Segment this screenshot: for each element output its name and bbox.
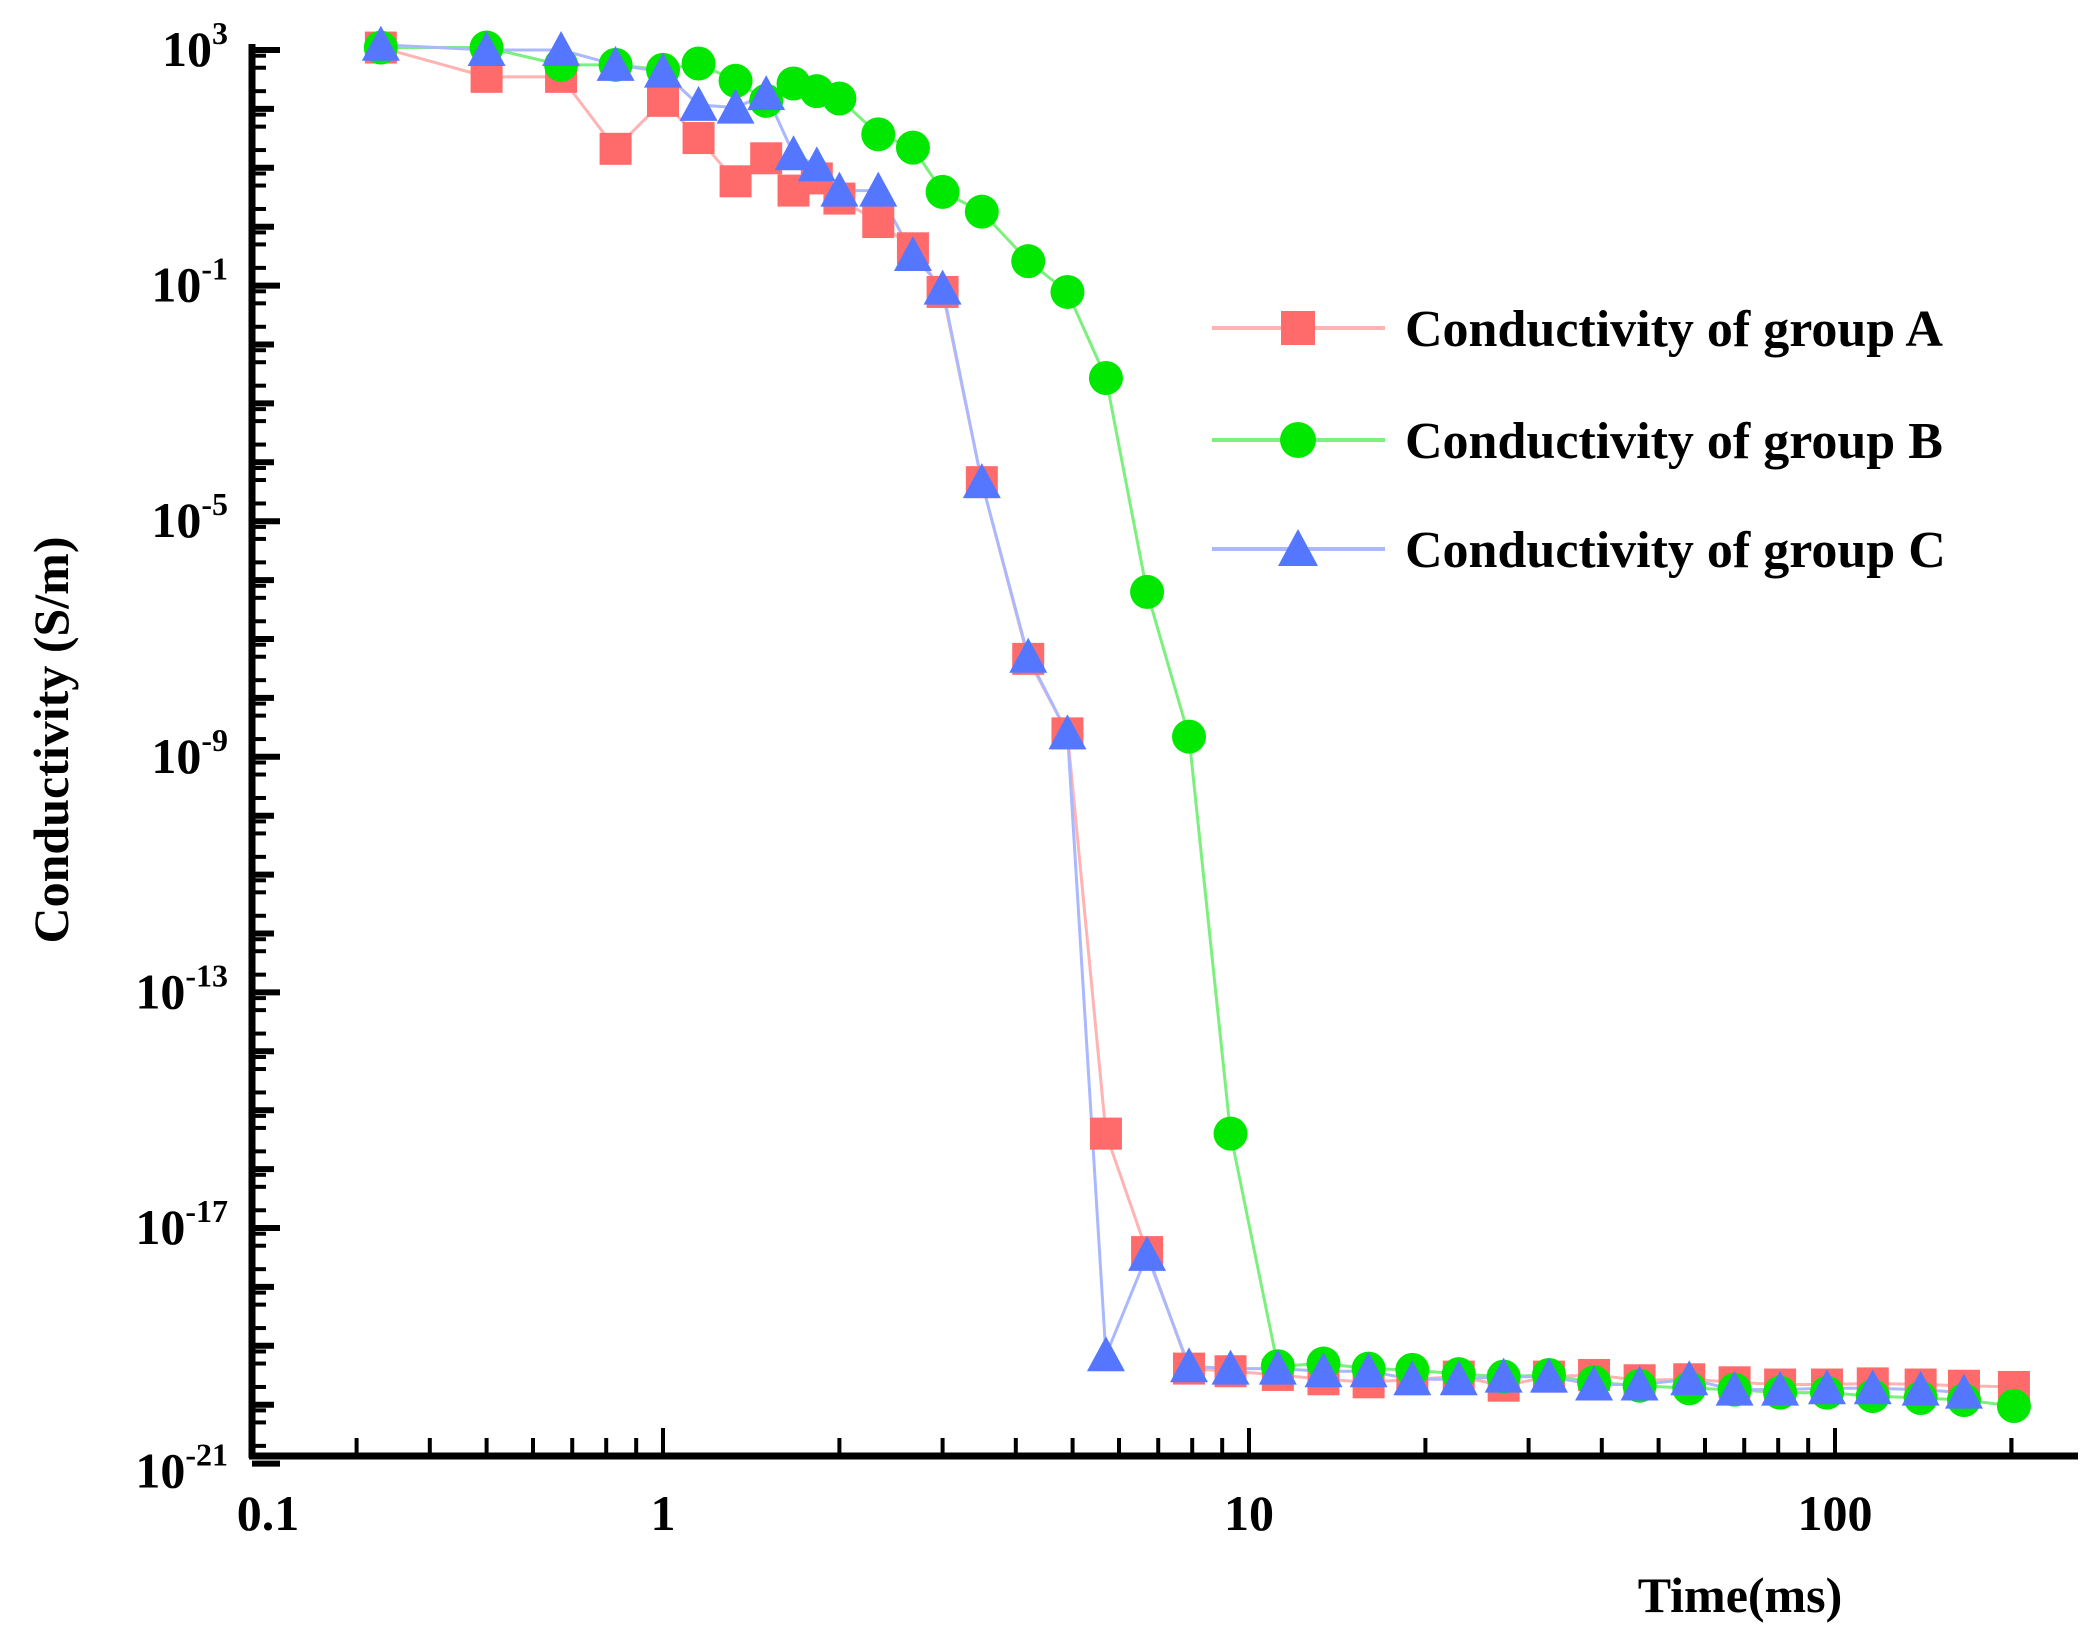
data-point-triangle [1484, 1357, 1523, 1393]
legend-item-b: Conductivity of group B [1212, 413, 1943, 470]
data-point-triangle [1807, 1369, 1846, 1405]
data-point-square [647, 84, 679, 117]
data-point-circle [1280, 422, 1316, 458]
series-line [380, 43, 1965, 1395]
data-point-triangle [1761, 1370, 1800, 1406]
data-point-triangle [1086, 1336, 1125, 1372]
data-point-triangle [797, 146, 836, 182]
data-point-circle [964, 194, 999, 229]
data-point-triangle [1258, 1349, 1297, 1385]
legend-label: Conductivity of group C [1405, 522, 1946, 579]
data-point-triangle [1393, 1360, 1432, 1396]
data-point-circle [1213, 1116, 1248, 1151]
data-point-triangle [467, 31, 506, 66]
data-point-circle [925, 174, 960, 209]
data-point-circle [1011, 244, 1046, 279]
x-axis-title: Time(ms) [1638, 1567, 1843, 1623]
y-tick-label: 10-21 [135, 1437, 228, 1499]
x-tick-label: 10 [1224, 1485, 1274, 1541]
data-point-circle [1172, 719, 1207, 754]
data-point-triangle [542, 31, 581, 66]
data-point-triangle [1575, 1365, 1614, 1401]
series-markers-b [363, 30, 2031, 1424]
data-point-triangle [1211, 1349, 1250, 1385]
series-markers-a [364, 31, 2030, 1403]
series-c [380, 43, 1965, 1395]
y-tick-label: 103 [162, 15, 228, 77]
ticks: 103 10-1 10-5 10-9 10-13 10-17 10-210.1 1 10 100 [135, 15, 2014, 1541]
y-tick-label: 10-1 [151, 251, 228, 313]
data-point-circle [822, 81, 857, 116]
data-point-square [719, 165, 752, 198]
axes [248, 44, 2078, 1460]
legend-item-c: Conductivity of group C [1212, 522, 1946, 579]
data-point-circle [1996, 1389, 2031, 1424]
data-point-triangle [1670, 1360, 1709, 1396]
data-point-circle [1130, 574, 1165, 609]
data-point-triangle [820, 171, 859, 207]
x-tick-label: 1 [651, 1485, 676, 1541]
series-a [380, 46, 2014, 1389]
data-point-square [862, 206, 895, 239]
series-layer [361, 25, 2031, 1424]
data-point-triangle [1278, 529, 1318, 566]
data-point-triangle [1715, 1370, 1754, 1406]
data-point-triangle [1620, 1365, 1659, 1401]
data-point-triangle [1009, 637, 1048, 673]
data-point-circle [1050, 274, 1085, 309]
y-tick-label: 10-5 [151, 486, 228, 548]
data-point-triangle [596, 45, 635, 81]
legend-item-a: Conductivity of group A [1212, 301, 1943, 358]
y-tick-label: 10-17 [135, 1193, 228, 1255]
data-point-square [599, 132, 632, 165]
data-point-circle [1088, 360, 1123, 395]
data-point-triangle [893, 236, 932, 272]
data-point-triangle [1349, 1352, 1388, 1388]
data-point-triangle [1170, 1347, 1209, 1383]
data-point-triangle [1304, 1352, 1343, 1388]
data-point-circle [718, 63, 753, 98]
data-point-circle [895, 130, 930, 165]
data-point-triangle [1901, 1370, 1940, 1406]
data-point-square [470, 60, 503, 93]
series-line [380, 46, 2014, 1389]
data-point-triangle [747, 75, 786, 111]
data-point-triangle [774, 135, 813, 171]
legend-label: Conductivity of group B [1405, 413, 1943, 470]
data-point-square [1089, 1117, 1122, 1150]
y-tick-label: 10-9 [151, 722, 228, 784]
legend-label: Conductivity of group A [1405, 301, 1943, 358]
data-point-triangle [1048, 714, 1087, 750]
data-point-square [682, 122, 715, 155]
data-point-triangle [1128, 1235, 1167, 1271]
data-point-triangle [923, 269, 962, 305]
y-axis-title: Conductivity (S/m) [23, 537, 79, 944]
data-point-triangle [1853, 1369, 1892, 1405]
data-point-circle [861, 117, 896, 152]
data-point-triangle [644, 52, 682, 88]
data-point-triangle [716, 88, 755, 124]
data-point-triangle [859, 171, 898, 207]
legend: Conductivity of group A Conductivity of g… [1212, 301, 1946, 579]
data-point-square [1281, 311, 1315, 345]
y-tick-label: 10-13 [135, 957, 228, 1019]
data-point-triangle [1944, 1373, 1983, 1409]
x-tick-label: 100 [1798, 1485, 1873, 1541]
series-markers-c [361, 25, 1983, 1409]
data-point-triangle [1439, 1360, 1478, 1396]
x-tick-label: 0.1 [237, 1485, 300, 1541]
data-point-triangle [679, 85, 718, 121]
data-point-triangle [361, 25, 400, 61]
data-point-triangle [962, 463, 1001, 499]
data-point-circle [681, 46, 716, 81]
data-point-triangle [1529, 1357, 1568, 1393]
